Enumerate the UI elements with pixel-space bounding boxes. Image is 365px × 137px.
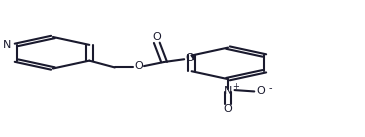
Text: O: O: [153, 32, 161, 42]
Text: O: O: [185, 53, 194, 63]
Text: N: N: [224, 86, 232, 96]
Text: O: O: [224, 104, 233, 114]
Text: O: O: [134, 61, 143, 71]
Text: -: -: [268, 83, 272, 93]
Text: O: O: [257, 86, 265, 96]
Text: +: +: [233, 82, 239, 91]
Text: N: N: [3, 40, 12, 50]
